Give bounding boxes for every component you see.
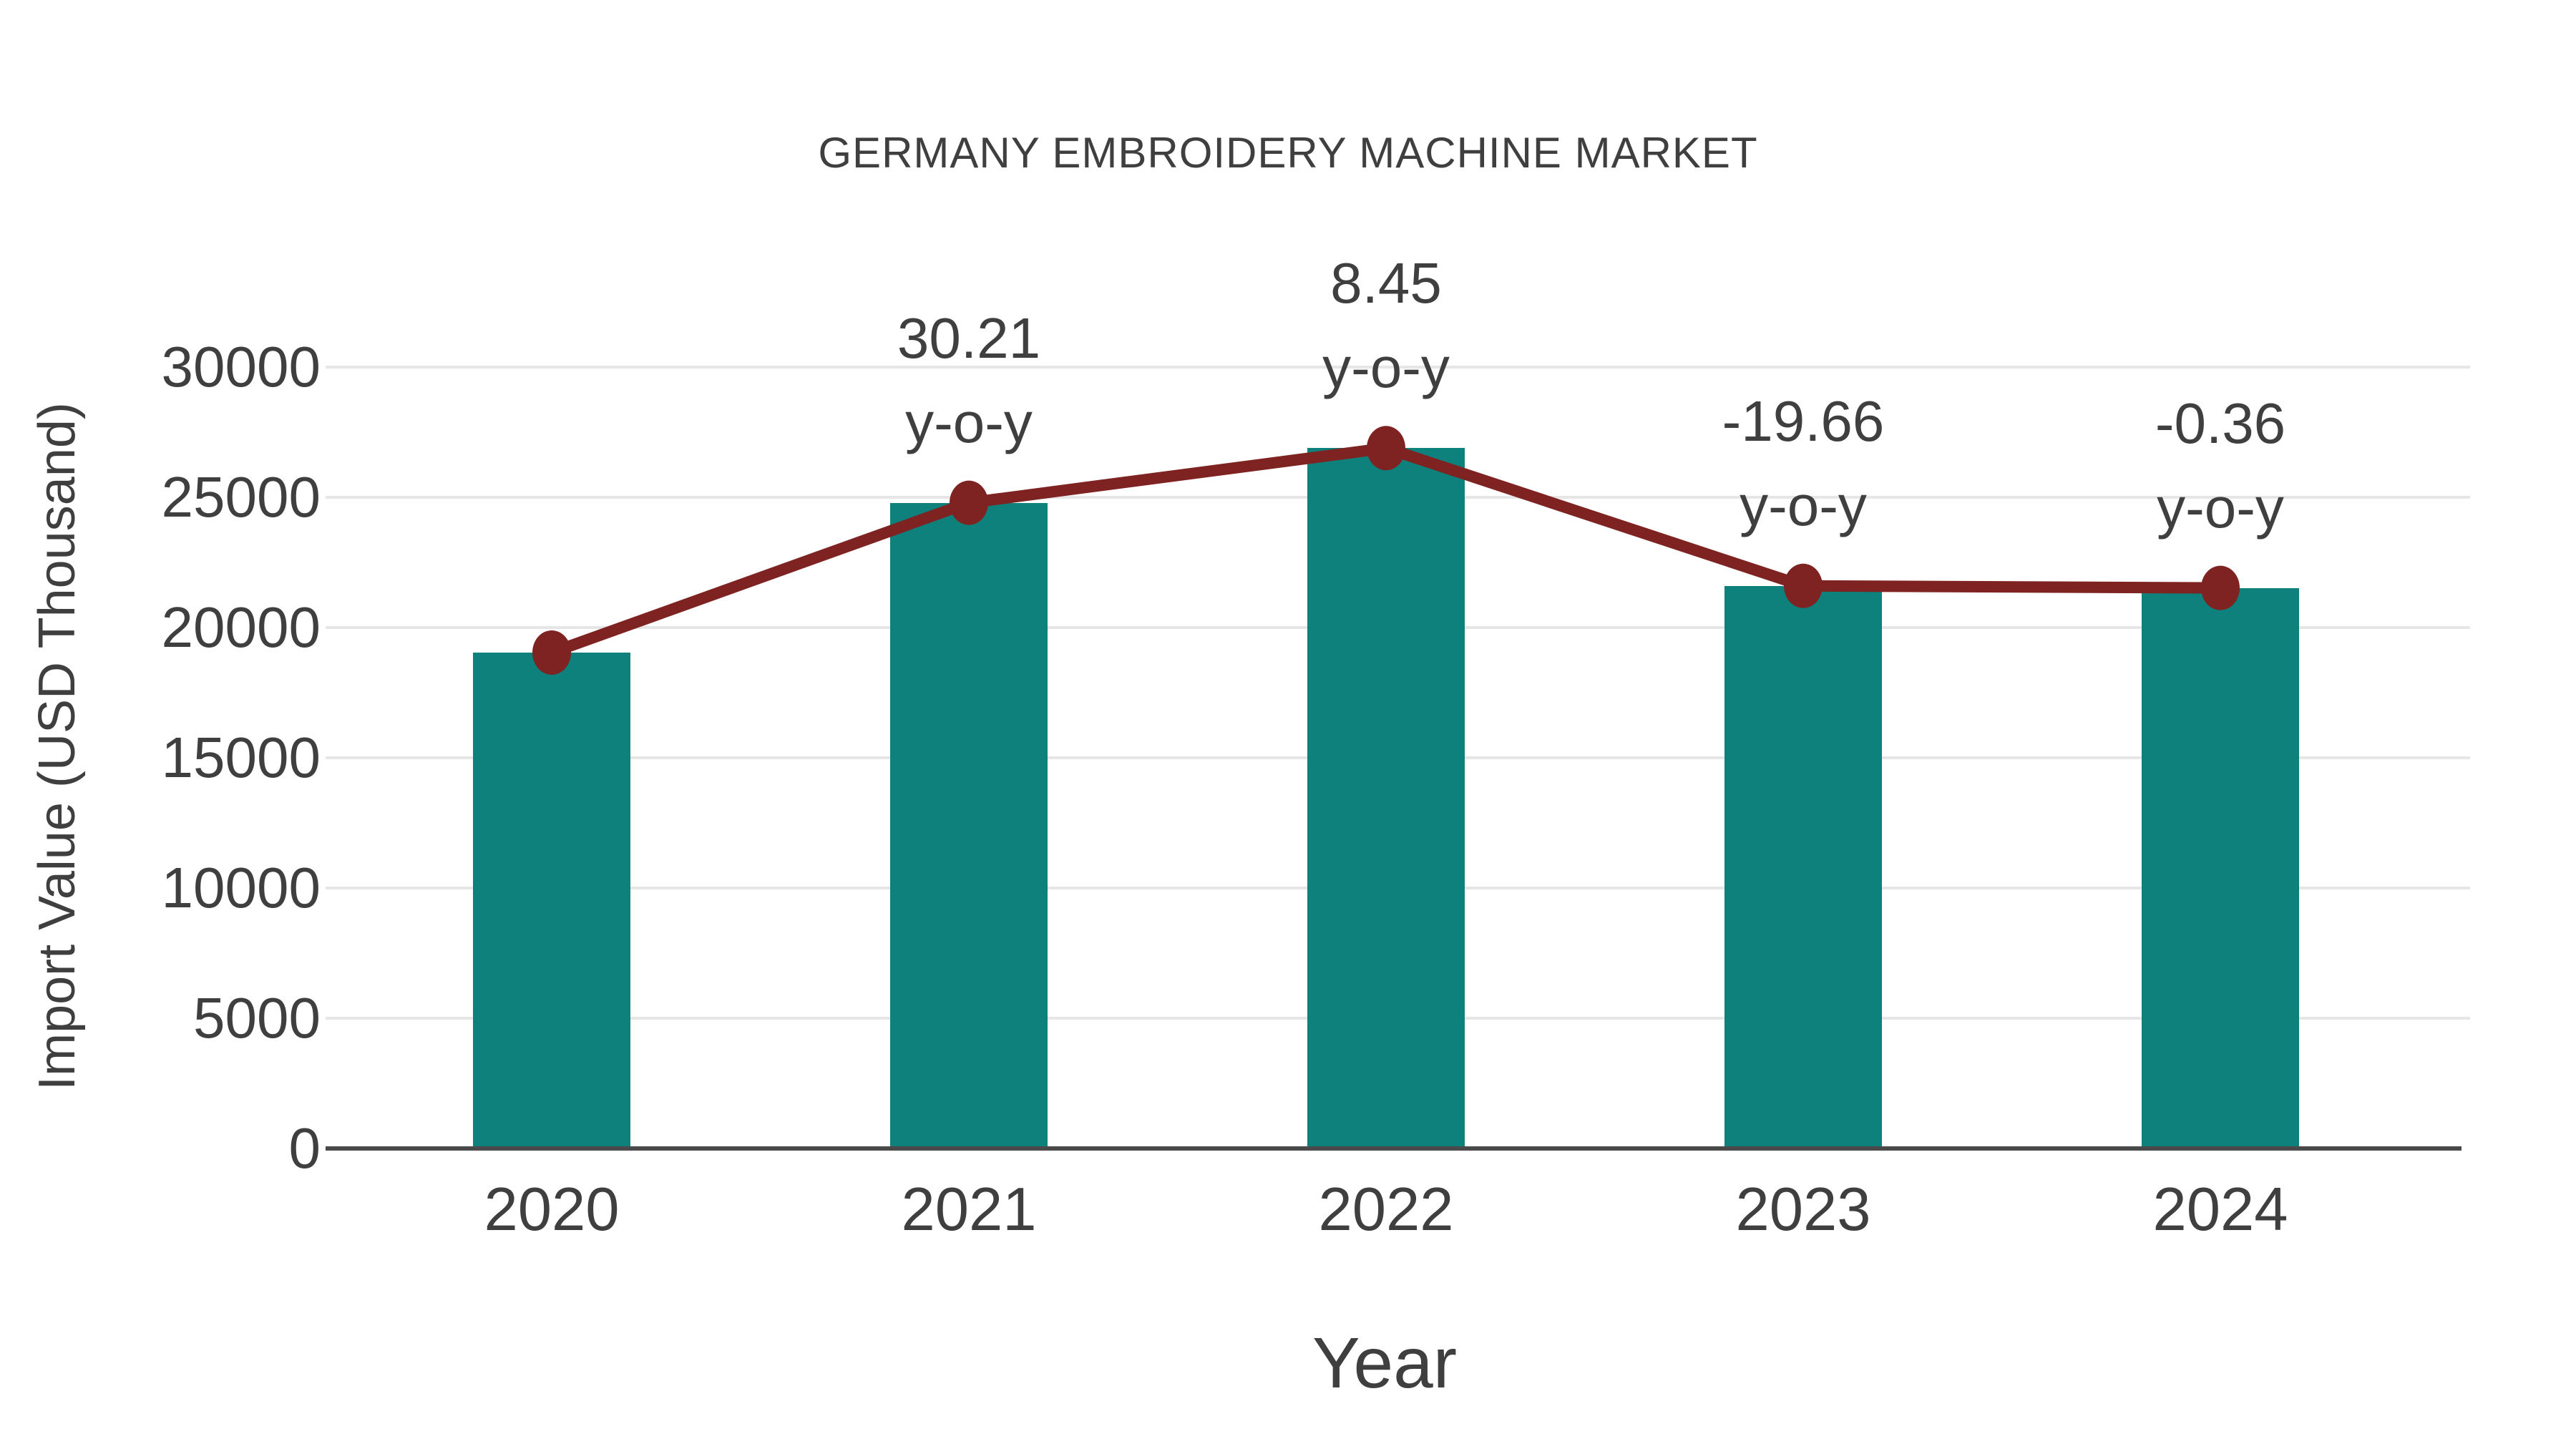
y-tick-label-10000: 10000 [161,856,321,919]
bar-2024 [2142,587,2299,1148]
x-tick-label-2023: 2023 [1735,1176,1871,1244]
yoy-label-2024: -0.36 y-o-y [2155,381,2285,550]
line-marker-2024 [2201,565,2240,610]
y-tick-label-5000: 5000 [193,986,321,1050]
line-marker-2020 [532,630,571,675]
y-tick-label-0: 0 [288,1116,321,1180]
bar-2022 [1307,448,1465,1148]
yoy-suffix: y-o-y [1740,473,1867,537]
bar-2020 [473,652,630,1148]
chart-title: GERMANY EMBROIDERY MACHINE MARKET [818,129,1758,177]
line-marker-2022 [1367,426,1405,471]
x-axis-line [326,1146,2462,1151]
yoy-value: 30.21 [897,306,1041,370]
trend-line-layer [532,426,2240,675]
y-tick-label-20000: 20000 [161,595,321,659]
trend-line [550,442,2221,658]
yoy-value: -0.36 [2155,391,2286,455]
x-tick-label-2022: 2022 [1318,1176,1454,1244]
y-tick-label-30000: 30000 [161,335,321,399]
x-tick-label-2024: 2024 [2152,1176,2288,1244]
yoy-label-2022: 8.45 y-o-y [1322,241,1450,410]
bar-2021 [890,502,1048,1148]
gridline-30000 [326,366,2470,369]
yoy-label-2023: -19.66 y-o-y [1722,379,1885,548]
x-tick-label-2020: 2020 [484,1176,620,1244]
yoy-suffix: y-o-y [905,390,1033,454]
line-marker-2023 [1784,563,1823,608]
yoy-suffix: y-o-y [2157,475,2284,540]
bar-2023 [1724,585,1882,1148]
y-tick-label-25000: 25000 [161,465,321,529]
plot-area: 0 5000 10000 15000 20000 25000 30000 2020 2021 20… [162,251,2470,1244]
yoy-value: -19.66 [1722,389,1885,453]
yoy-value: 8.45 [1330,251,1442,316]
yoy-label-2021: 30.21 y-o-y [897,296,1040,465]
yoy-suffix: y-o-y [1322,336,1450,400]
x-axis-title: Year [1312,1323,1458,1403]
x-tick-label-2021: 2021 [901,1176,1037,1244]
line-marker-2021 [950,480,988,525]
y-tick-label-15000: 15000 [161,726,321,789]
